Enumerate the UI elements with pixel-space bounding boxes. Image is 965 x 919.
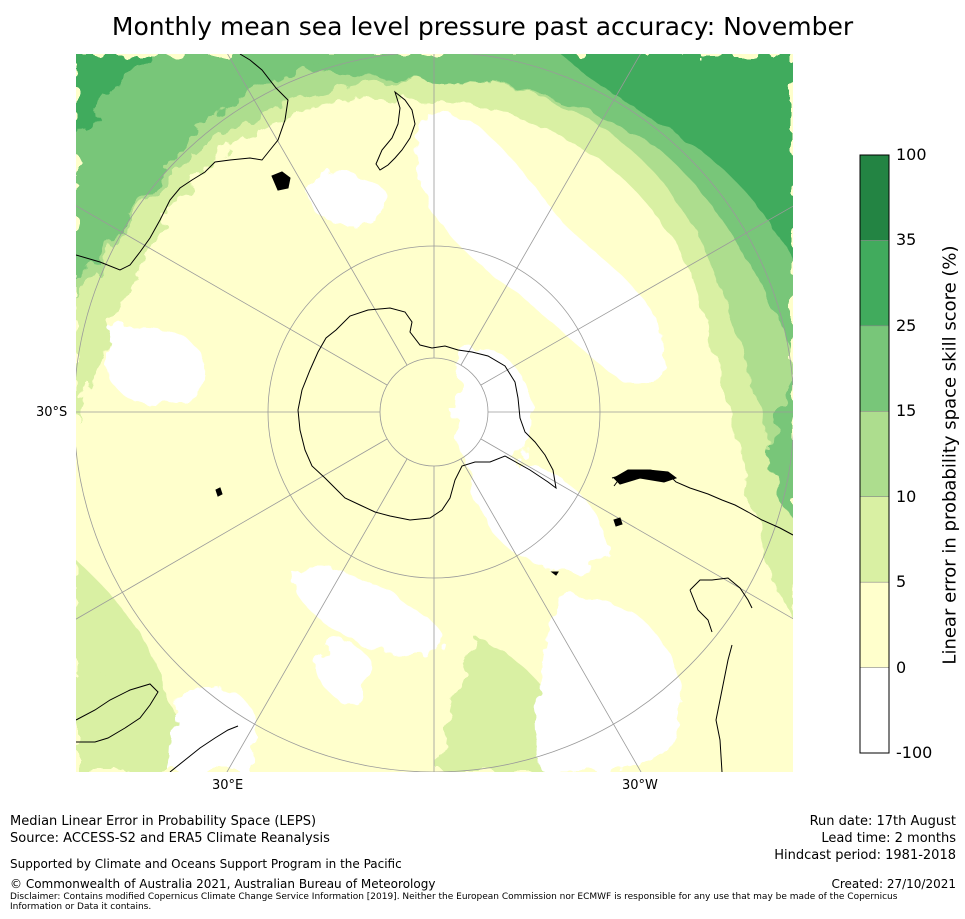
colorbar-tick-label: 0 [896,657,907,677]
south-georgia-island [550,571,559,576]
run-date: Run date: 17th August [809,814,956,829]
footer-supported-line: Supported by Climate and Oceans Support … [10,857,402,871]
footer-source-line: Source: ACCESS-S2 and ERA5 Climate Reana… [10,831,330,846]
skill-negative-patch [318,640,373,701]
skill-negative-patch [308,174,387,226]
hindcast-period: Hindcast period: 1981-2018 [774,848,956,863]
skill-band-15-25 [76,54,330,280]
colorbar-segment [860,496,889,583]
meridian-line [227,54,408,366]
kerguelen-island [215,487,223,497]
meridian-line [76,205,388,386]
antarctica-coastline [297,307,557,521]
colorbar-segment [860,155,889,241]
falkland-islands [613,517,623,527]
fuego-coastline [613,469,678,485]
footer-copyright-line: © Commonwealth of Australia 2021, Austra… [10,877,436,891]
longitude-label-east: 30°E [212,778,244,793]
colorbar-tick-label: 35 [896,230,917,250]
colorbar-segment [860,240,889,326]
colorbar-tick-label: -100 [896,743,933,762]
latitude-label: 30°S [36,405,68,420]
colorbar-segment [860,325,889,412]
skill-negative-patch [416,110,663,388]
footer-leps-line: Median Linear Error in Probability Space… [10,814,317,829]
skill-band-25-35 [76,54,150,140]
meridian-line [226,458,408,772]
skill-negative-patch [536,598,682,772]
skill-negative-patch [290,568,445,658]
skill-negative-patch [170,687,260,772]
meridian-line [480,205,793,386]
colorbar-tick-label: 5 [896,572,907,592]
colorbar-tick-label: 10 [896,486,917,506]
skill-negative-patch [455,348,531,473]
page-title: Monthly mean sea level pressure past acc… [111,12,854,41]
new-zealand-coastline [375,90,416,171]
meridian-line [460,54,641,366]
colorbar-frame [859,154,890,754]
footer-disclaimer: Disclaimer: Contains modified Copernicus… [10,892,898,912]
skill-negative-patch [470,462,607,573]
colorbar-tick-label: 100 [896,145,927,164]
meridian-line [76,438,388,620]
meridian-line [460,458,642,772]
colorbar-tick-label: 25 [896,315,917,335]
skill-band-15-25 [771,380,793,520]
created-date: Created: 27/10/2021 [831,877,956,891]
australia-coastline [76,54,289,271]
meridian-line [480,438,793,620]
skill-negative-patch [104,326,208,406]
colorbar-segment [860,411,889,497]
longitude-label-west: 30°W [622,778,658,793]
colorbar-title: Linear error in probability space skill … [939,245,961,665]
skill-band-25-35 [560,54,793,260]
skill-band-5-10 [76,660,160,772]
tasmania-coastline [271,171,291,191]
africa-coastline [76,683,239,772]
colorbar-tick-label: 15 [896,401,917,421]
lead-time: Lead time: 2 months [821,831,956,846]
colorbar-segment [860,582,889,668]
colorbar-segment [860,667,889,753]
